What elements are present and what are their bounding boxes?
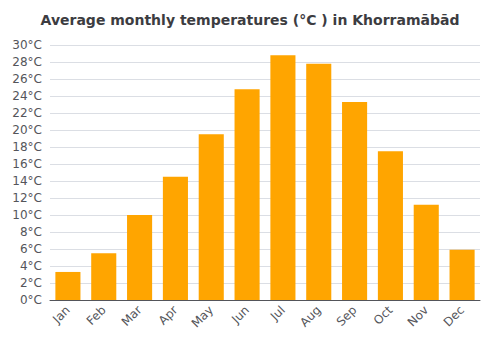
svg-text:26°C: 26°C — [12, 72, 42, 86]
svg-text:6°C: 6°C — [20, 242, 42, 256]
svg-text:Mar: Mar — [119, 303, 145, 329]
svg-text:Dec: Dec — [441, 303, 467, 329]
svg-text:Jun: Jun — [228, 303, 252, 327]
svg-text:Oct: Oct — [371, 303, 396, 328]
svg-text:Jul: Jul — [267, 303, 288, 324]
svg-text:20°C: 20°C — [12, 123, 42, 137]
svg-text:Apr: Apr — [156, 303, 181, 328]
svg-text:14°C: 14°C — [12, 174, 42, 188]
svg-text:22°C: 22°C — [12, 106, 42, 120]
svg-text:Aug: Aug — [297, 303, 323, 329]
svg-text:16°C: 16°C — [12, 157, 42, 171]
svg-text:0°C: 0°C — [20, 293, 42, 307]
svg-text:24°C: 24°C — [12, 89, 42, 103]
svg-text:May: May — [189, 303, 216, 330]
svg-text:8°C: 8°C — [20, 225, 42, 239]
svg-text:Sep: Sep — [334, 303, 360, 329]
svg-text:10°C: 10°C — [12, 208, 42, 222]
svg-text:30°C: 30°C — [12, 38, 42, 52]
svg-text:Jan: Jan — [49, 303, 73, 327]
svg-text:12°C: 12°C — [12, 191, 42, 205]
svg-text:18°C: 18°C — [12, 140, 42, 154]
svg-text:28°C: 28°C — [12, 55, 42, 69]
svg-text:2°C: 2°C — [20, 276, 42, 290]
svg-text:Feb: Feb — [84, 303, 109, 328]
svg-text:Nov: Nov — [405, 303, 431, 329]
svg-text:Average monthly temperatures (: Average monthly temperatures (°C ) in Kh… — [41, 12, 460, 28]
svg-text:4°C: 4°C — [20, 259, 42, 273]
